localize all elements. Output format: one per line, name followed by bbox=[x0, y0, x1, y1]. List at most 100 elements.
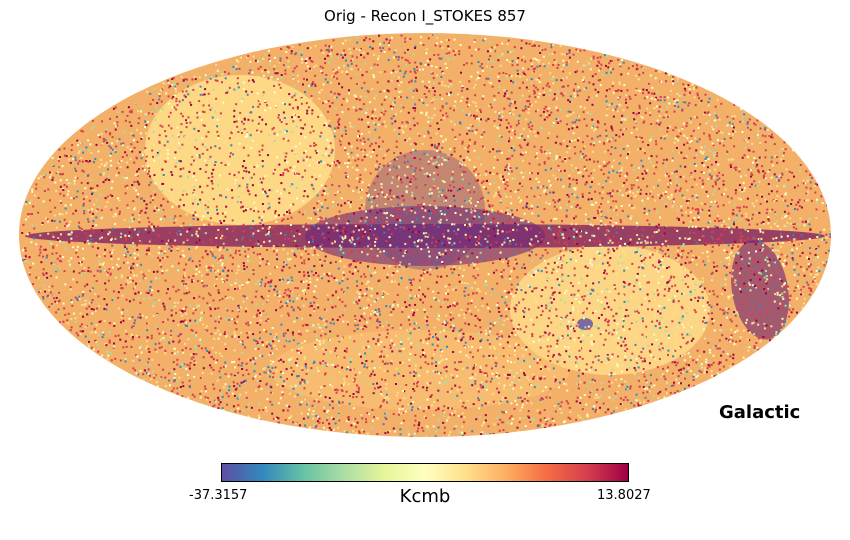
map-pixel bbox=[322, 339, 325, 342]
map-pixel bbox=[552, 334, 555, 337]
map-pixel bbox=[74, 176, 77, 179]
map-pixel bbox=[424, 184, 427, 186]
map-pixel bbox=[577, 414, 580, 417]
map-pixel bbox=[94, 158, 97, 160]
map-pixel bbox=[565, 400, 568, 403]
map-pixel bbox=[553, 240, 556, 243]
map-pixel bbox=[530, 78, 533, 80]
map-pixel bbox=[522, 176, 525, 179]
map-pixel bbox=[331, 148, 334, 151]
map-pixel bbox=[413, 382, 415, 385]
map-pixel bbox=[256, 131, 259, 134]
map-pixel bbox=[680, 205, 683, 208]
map-pixel bbox=[517, 57, 520, 59]
map-pixel bbox=[804, 182, 806, 185]
map-pixel bbox=[418, 421, 421, 424]
map-pixel bbox=[332, 201, 335, 203]
map-pixel bbox=[609, 192, 612, 195]
map-pixel bbox=[441, 97, 444, 100]
map-pixel bbox=[225, 392, 228, 395]
map-pixel bbox=[552, 191, 555, 194]
map-pixel bbox=[474, 102, 477, 105]
map-pixel bbox=[375, 154, 378, 157]
map-pixel bbox=[757, 285, 760, 288]
map-pixel bbox=[586, 135, 589, 138]
map-pixel bbox=[74, 159, 77, 162]
map-pixel bbox=[352, 407, 355, 410]
map-pixel bbox=[799, 288, 802, 291]
map-pixel bbox=[741, 258, 744, 261]
map-pixel bbox=[594, 410, 597, 413]
map-pixel bbox=[604, 233, 607, 236]
map-pixel bbox=[209, 308, 212, 311]
map-pixel bbox=[559, 256, 562, 259]
map-pixel bbox=[219, 401, 222, 404]
map-pixel bbox=[509, 230, 512, 233]
map-pixel bbox=[475, 168, 478, 171]
map-pixel bbox=[214, 79, 217, 82]
map-pixel bbox=[453, 242, 456, 245]
map-pixel bbox=[570, 325, 573, 328]
map-pixel bbox=[282, 265, 285, 268]
map-pixel bbox=[554, 291, 556, 294]
map-pixel bbox=[621, 118, 624, 121]
map-pixel bbox=[637, 186, 640, 189]
map-pixel bbox=[349, 218, 352, 221]
map-pixel bbox=[227, 163, 230, 166]
map-pixel bbox=[650, 241, 652, 244]
map-pixel bbox=[724, 289, 726, 292]
map-pixel bbox=[544, 105, 547, 108]
map-pixel bbox=[611, 333, 614, 336]
map-pixel bbox=[530, 318, 533, 321]
map-pixel bbox=[141, 167, 144, 170]
map-pixel bbox=[440, 349, 443, 352]
map-pixel bbox=[296, 197, 298, 200]
map-pixel bbox=[255, 242, 258, 245]
map-pixel bbox=[157, 225, 160, 228]
map-pixel bbox=[454, 337, 457, 340]
map-pixel bbox=[628, 328, 631, 331]
map-pixel bbox=[343, 378, 346, 381]
map-pixel bbox=[699, 102, 702, 105]
map-pixel bbox=[391, 342, 394, 345]
map-pixel bbox=[317, 415, 319, 418]
map-pixel bbox=[704, 366, 707, 369]
map-pixel bbox=[759, 230, 762, 233]
map-pixel bbox=[371, 205, 374, 207]
map-pixel bbox=[557, 297, 560, 300]
map-pixel bbox=[259, 253, 262, 255]
map-pixel bbox=[712, 319, 715, 322]
map-pixel bbox=[447, 154, 450, 157]
map-pixel bbox=[536, 88, 539, 91]
map-pixel bbox=[193, 146, 196, 149]
map-pixel bbox=[321, 66, 324, 69]
map-pixel bbox=[562, 259, 565, 262]
map-pixel bbox=[350, 201, 352, 204]
map-pixel bbox=[303, 190, 306, 193]
map-pixel bbox=[185, 90, 188, 93]
map-pixel bbox=[593, 257, 596, 260]
map-pixel bbox=[692, 359, 695, 362]
map-pixel bbox=[436, 370, 439, 373]
map-pixel bbox=[321, 264, 324, 267]
map-pixel bbox=[324, 198, 327, 201]
map-pixel bbox=[466, 88, 469, 91]
map-pixel bbox=[371, 114, 374, 117]
map-pixel bbox=[700, 371, 703, 374]
map-pixel bbox=[484, 329, 487, 332]
map-pixel bbox=[347, 253, 350, 256]
map-pixel bbox=[325, 49, 328, 52]
map-pixel bbox=[449, 407, 452, 410]
map-pixel bbox=[569, 282, 572, 284]
map-pixel bbox=[351, 231, 354, 233]
map-pixel bbox=[136, 128, 139, 131]
map-pixel bbox=[300, 400, 303, 403]
map-pixel bbox=[383, 90, 386, 92]
map-pixel bbox=[698, 239, 701, 241]
map-pixel bbox=[364, 352, 367, 355]
map-pixel bbox=[130, 326, 133, 329]
map-pixel bbox=[276, 72, 279, 75]
map-pixel bbox=[152, 130, 155, 133]
map-pixel bbox=[201, 279, 203, 282]
map-pixel bbox=[148, 167, 151, 170]
